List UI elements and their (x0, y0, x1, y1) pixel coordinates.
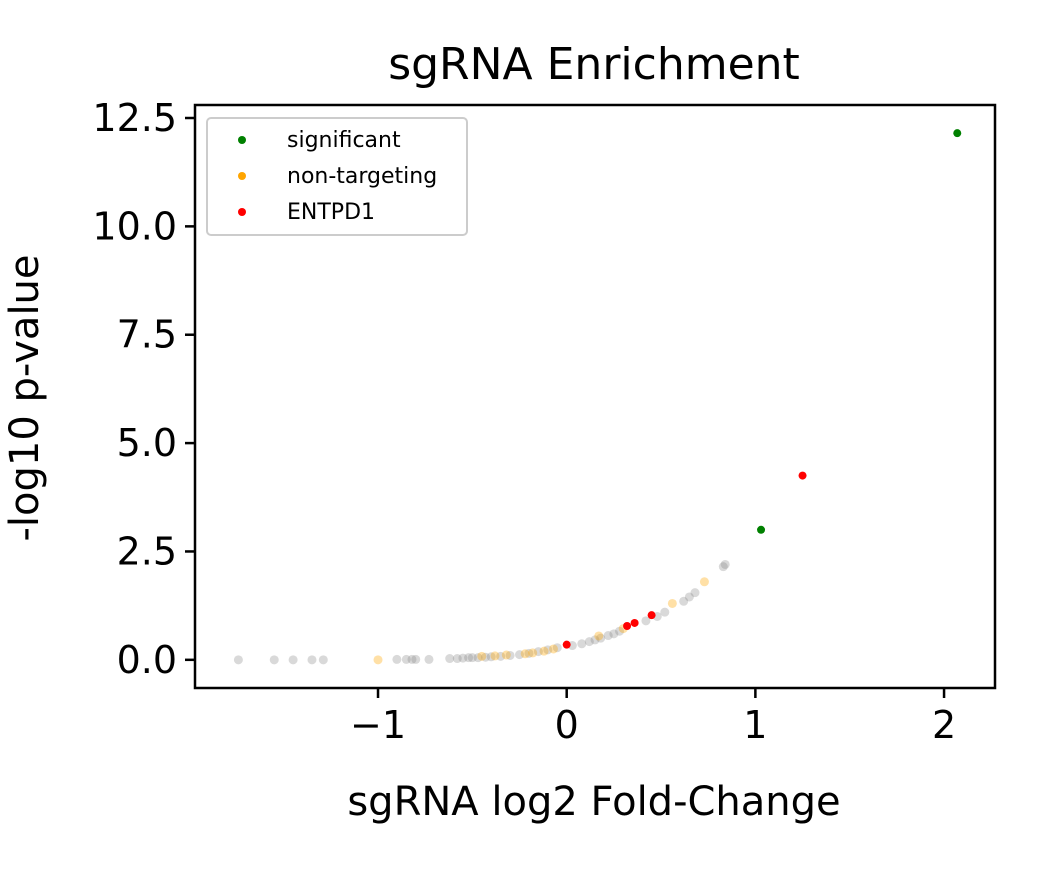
point-background (473, 653, 483, 663)
point-non-targeting (477, 651, 487, 661)
point-background (407, 654, 417, 664)
point-background (690, 588, 700, 598)
point-background (543, 645, 553, 655)
y-axis: 0.0 2.5 5.0 7.5 10.0 12.5 (92, 96, 195, 682)
y-tick-label: 2.5 (117, 529, 177, 573)
point-non-targeting (667, 598, 677, 608)
point-background (401, 654, 411, 664)
point-non-targeting (501, 650, 511, 660)
point-background (288, 655, 298, 665)
point-background (533, 647, 543, 657)
legend: significant non-targeting ENTPD1 (206, 117, 468, 236)
point-non-targeting (528, 648, 538, 658)
point-non-targeting (594, 631, 604, 641)
point-non-targeting (373, 655, 383, 665)
legend-label-entpd1: ENTPD1 (287, 200, 375, 225)
legend-marker-significant (238, 136, 246, 144)
point-background (464, 653, 474, 663)
point-ENTPD1 (630, 618, 639, 627)
point-background (467, 653, 477, 663)
point-background (577, 639, 587, 649)
y-tick-label: 5.0 (117, 421, 177, 465)
x-tick-label: −1 (350, 703, 406, 747)
y-tick-label: 0.0 (117, 638, 177, 682)
point-background (679, 596, 689, 606)
point-background (603, 631, 613, 641)
point-background (424, 654, 434, 664)
point-background (584, 637, 594, 647)
point-ENTPD1 (798, 471, 807, 480)
point-background (720, 559, 730, 569)
point-non-targeting (699, 577, 709, 587)
x-tick-label: 1 (743, 703, 767, 747)
y-tick-label: 10.0 (92, 204, 177, 248)
point-background (318, 655, 328, 665)
point-background (233, 655, 243, 665)
point-background (524, 648, 534, 658)
point-background (590, 635, 600, 645)
point-background (411, 654, 421, 664)
point-background (445, 654, 455, 664)
point-non-targeting (539, 646, 549, 656)
point-background (392, 654, 402, 664)
point-background (452, 654, 462, 664)
legend-box (206, 117, 468, 236)
plot-frame (193, 103, 997, 690)
legend-marker-non-targeting (238, 172, 246, 180)
x-axis: −1 0 1 2 (350, 688, 956, 747)
point-ENTPD1 (647, 611, 656, 620)
point-ENTPD1 (623, 622, 632, 631)
point-background (496, 651, 506, 661)
marks-layer (233, 129, 962, 665)
point-background (684, 592, 694, 602)
y-tick-label: 7.5 (117, 313, 177, 357)
point-background (615, 626, 625, 636)
x-tick-label: 0 (555, 703, 579, 747)
point-background (552, 643, 562, 653)
point-background (458, 653, 468, 663)
point-background (718, 562, 728, 572)
point-significant (953, 129, 962, 138)
point-significant (757, 525, 766, 534)
chart-title: sgRNA Enrichment (388, 39, 800, 90)
x-tick-label: 2 (932, 703, 956, 747)
point-non-targeting (490, 651, 500, 661)
y-axis-label: -log10 p-value (2, 254, 48, 541)
point-background (660, 607, 670, 617)
y-tick-label: 12.5 (92, 96, 177, 140)
x-axis-label: sgRNA log2 Fold-Change (347, 779, 840, 825)
point-background (515, 650, 525, 660)
point-background (481, 652, 491, 662)
point-non-targeting (520, 649, 530, 659)
legend-label-non-targeting: non-targeting (287, 164, 437, 189)
point-background (269, 655, 279, 665)
point-ENTPD1 (562, 640, 571, 649)
point-background (641, 616, 651, 626)
point-background (307, 655, 317, 665)
legend-marker-entpd1 (238, 208, 246, 216)
point-background (609, 629, 619, 639)
point-non-targeting (548, 644, 558, 654)
point-background (505, 650, 515, 660)
point-background (596, 633, 606, 643)
point-background (486, 652, 496, 662)
legend-label-significant: significant (287, 128, 401, 153)
